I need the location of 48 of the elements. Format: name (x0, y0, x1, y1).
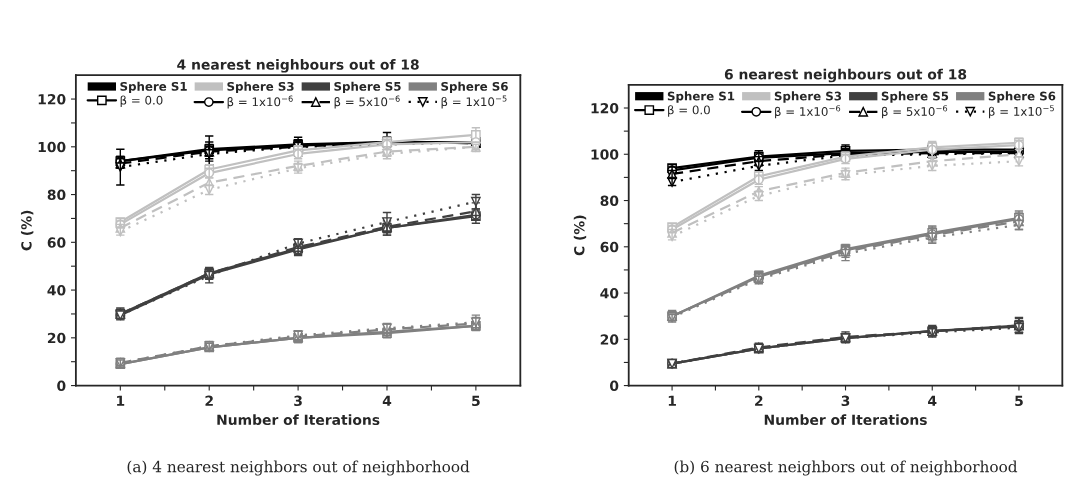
legend-label: β = 0.0 (120, 95, 163, 107)
y-tick-label: 60 (47, 237, 66, 248)
x-tick-label: 3 (294, 395, 302, 407)
legend-label: Sphere S6 (441, 81, 508, 94)
x-tick-label: 5 (472, 395, 480, 407)
legend-label: Sphere S5 (334, 81, 401, 94)
legend-label: β = 1x10$^{−5}$ (989, 105, 1054, 119)
y-tick-label: 40 (600, 288, 619, 299)
x-tick-label: 2 (205, 395, 213, 406)
y-tick-label: 20 (47, 332, 66, 344)
y-axis-title: C (%) (20, 210, 34, 251)
legend-label: Sphere S1 (667, 91, 735, 103)
text: (a) 4 nearest neighbors out of neighborhood (127, 460, 470, 476)
y-tick-label: 120 (591, 102, 619, 114)
legend-label: β = 0.0 (668, 105, 710, 117)
chart-title: 4 nearest neighbours out of 18 (177, 59, 419, 73)
legend-label: β = 1x10$^{−6}$ (227, 95, 293, 109)
y-tick-label: 60 (600, 241, 619, 253)
text: (b) 6 nearest neighbors out of neighborhood (674, 460, 1018, 476)
x-tick-label: 2 (755, 395, 763, 406)
y-tick-label: 100 (38, 141, 66, 153)
y-tick-label: 20 (600, 334, 619, 345)
legend-label: Sphere S1 (120, 81, 187, 94)
x-tick-label: 4 (928, 395, 937, 406)
y-tick-label: 80 (600, 195, 619, 206)
chart-title: 6 nearest neighbours out of 18 (724, 68, 967, 83)
x-tick-label: 3 (841, 395, 850, 407)
legend-label: β = 1x10$^{−5}$ (441, 95, 507, 109)
legend-label: β = 5x10$^{−6}$ (882, 105, 948, 119)
legend-label: Sphere S3 (774, 91, 842, 103)
legend-label: β = 5x10$^{−6}$ (334, 95, 400, 109)
y-tick-label: 120 (38, 94, 66, 105)
y-tick-label: 40 (47, 285, 66, 296)
x-tick-label: 1 (668, 395, 676, 406)
y-tick-label: 0 (57, 380, 66, 392)
x-axis-title: Number of Iterations (217, 414, 380, 426)
legend-label: Sphere S6 (988, 91, 1056, 103)
y-tick-label: 80 (47, 189, 66, 201)
y-axis-title: C (%) (573, 215, 587, 256)
y-tick-label: 0 (610, 380, 619, 392)
x-tick-label: 1 (117, 395, 125, 406)
x-tick-label: 4 (382, 395, 392, 406)
x-tick-label: 5 (1015, 395, 1023, 407)
legend-label: β = 1x10$^{−6}$ (775, 105, 841, 119)
x-axis-title: Number of Iterations (764, 414, 927, 426)
legend-label: Sphere S5 (881, 91, 949, 103)
y-tick-label: 100 (591, 149, 619, 160)
legend-label: Sphere S3 (227, 81, 294, 94)
